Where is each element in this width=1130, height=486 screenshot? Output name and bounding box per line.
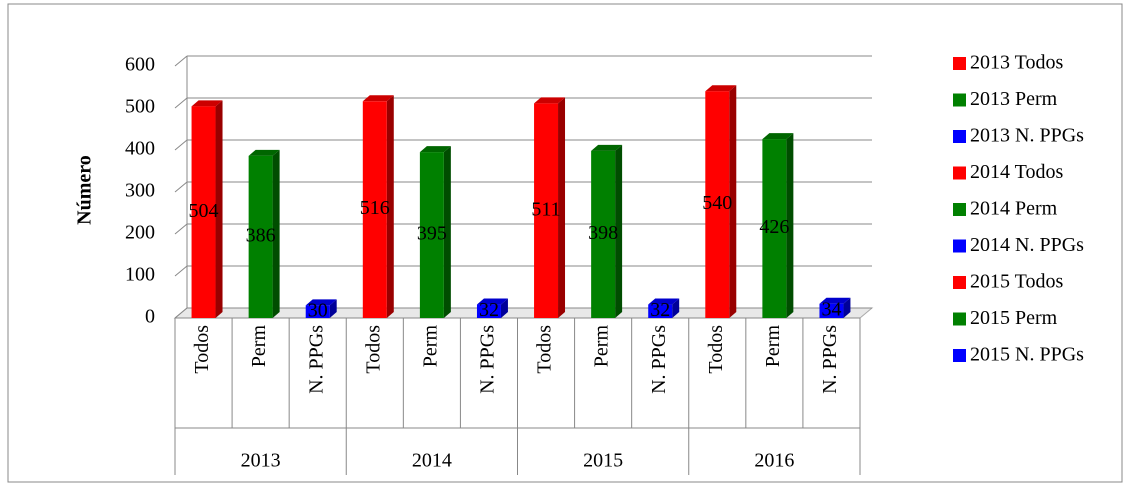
bar-top bbox=[362, 95, 394, 102]
x-tick-label: Todos bbox=[534, 325, 556, 374]
legend-label: 2014 Perm bbox=[970, 198, 1058, 220]
bar-side bbox=[786, 133, 794, 318]
data-label: 32 bbox=[650, 299, 670, 321]
x-tick-label: N. PPGs bbox=[819, 325, 841, 394]
legend-swatch bbox=[953, 312, 966, 326]
bar bbox=[534, 103, 559, 318]
x-tick-label: Todos bbox=[362, 325, 384, 374]
data-label: 395 bbox=[417, 223, 447, 245]
grid-line-depth bbox=[174, 307, 188, 319]
bar bbox=[476, 304, 501, 318]
bar-top bbox=[191, 100, 223, 107]
x-tick-label: Perm bbox=[248, 325, 270, 368]
legend-swatch bbox=[953, 203, 966, 216]
group-label: 2013 bbox=[241, 450, 281, 472]
x-tick-label: Todos bbox=[705, 325, 727, 374]
x-tick-label: Perm bbox=[762, 325, 784, 368]
y-tick-label: 500 bbox=[125, 96, 155, 118]
grid-line-depth bbox=[174, 55, 188, 67]
grid-line-depth bbox=[174, 223, 188, 235]
bar-side bbox=[672, 298, 680, 318]
legend-label: 2014 N. PPGs bbox=[970, 234, 1084, 256]
data-label: 516 bbox=[360, 197, 390, 219]
x-tick-label: Perm bbox=[591, 325, 613, 368]
bar bbox=[705, 91, 730, 318]
bar bbox=[819, 303, 844, 318]
bar-side bbox=[843, 297, 851, 318]
bar-top bbox=[305, 299, 337, 306]
data-label: 386 bbox=[246, 225, 276, 247]
legend-label: 2015 Perm bbox=[970, 307, 1058, 329]
data-label: 34 bbox=[821, 298, 841, 320]
bar-top bbox=[419, 146, 451, 153]
bar-side bbox=[215, 100, 223, 318]
bar-side bbox=[386, 95, 394, 318]
bar bbox=[591, 150, 616, 318]
grid-line-depth bbox=[174, 139, 188, 151]
legend-label: 2013 Perm bbox=[970, 88, 1058, 110]
x-tick-label: N. PPGs bbox=[648, 325, 670, 394]
data-label: 426 bbox=[759, 216, 789, 238]
bar-top bbox=[476, 298, 508, 305]
data-label: 540 bbox=[702, 192, 732, 214]
data-label: 32 bbox=[479, 299, 499, 321]
x-tick-label: N. PPGs bbox=[305, 325, 327, 394]
legend-label: 2013 Todos bbox=[970, 52, 1063, 74]
data-label: 511 bbox=[531, 198, 560, 220]
legend-swatch bbox=[953, 276, 966, 289]
bar-top bbox=[648, 298, 680, 305]
group-label: 2014 bbox=[412, 450, 452, 472]
y-axis-label: Número bbox=[74, 155, 96, 225]
bar-top bbox=[762, 133, 794, 140]
bar-top bbox=[591, 144, 623, 151]
legend-label: 2015 N. PPGs bbox=[970, 344, 1084, 366]
data-label: 504 bbox=[189, 200, 219, 222]
bar-side bbox=[729, 85, 737, 318]
legend-label: 2015 Todos bbox=[970, 271, 1063, 293]
y-tick-label: 400 bbox=[125, 138, 155, 160]
legend-swatch bbox=[953, 130, 966, 143]
grid-line-depth bbox=[174, 97, 188, 109]
bar-side bbox=[558, 97, 566, 318]
bar bbox=[762, 139, 787, 318]
x-tick-label: N. PPGs bbox=[477, 325, 499, 394]
legend-swatch bbox=[953, 166, 966, 180]
bar bbox=[191, 106, 216, 318]
x-tick-label: Todos bbox=[191, 325, 213, 374]
bar-top bbox=[248, 149, 280, 156]
group-label: 2015 bbox=[583, 450, 623, 472]
bar-top bbox=[705, 85, 737, 92]
legend-swatch bbox=[953, 239, 966, 253]
group-label: 2016 bbox=[754, 450, 794, 472]
y-tick-label: 100 bbox=[125, 264, 155, 286]
bar-side bbox=[329, 299, 337, 318]
y-tick-label: 600 bbox=[125, 54, 155, 76]
grid-line-depth bbox=[174, 181, 188, 193]
legend-swatch bbox=[953, 57, 966, 70]
bar-top bbox=[534, 97, 566, 104]
legend-swatch bbox=[953, 349, 966, 362]
bar-side bbox=[500, 298, 508, 318]
legend-swatch bbox=[953, 93, 966, 107]
bar bbox=[419, 152, 444, 318]
bar-side bbox=[443, 146, 451, 318]
y-tick-label: 300 bbox=[125, 180, 155, 202]
bar bbox=[248, 155, 273, 318]
legend-label: 2013 N. PPGs bbox=[970, 125, 1084, 147]
legend-label: 2014 Todos bbox=[970, 161, 1063, 183]
y-tick-label: 200 bbox=[125, 222, 155, 244]
bar-top bbox=[819, 297, 851, 304]
data-label: 30 bbox=[308, 299, 328, 321]
grid-line-depth bbox=[174, 265, 188, 277]
y-tick-label: 0 bbox=[145, 306, 155, 328]
bar-side bbox=[272, 149, 280, 318]
bar bbox=[305, 305, 330, 318]
data-label: 398 bbox=[588, 222, 618, 244]
x-tick-label: Perm bbox=[419, 325, 441, 368]
bar bbox=[362, 101, 387, 318]
bar bbox=[648, 304, 673, 318]
bar-side bbox=[615, 144, 623, 318]
